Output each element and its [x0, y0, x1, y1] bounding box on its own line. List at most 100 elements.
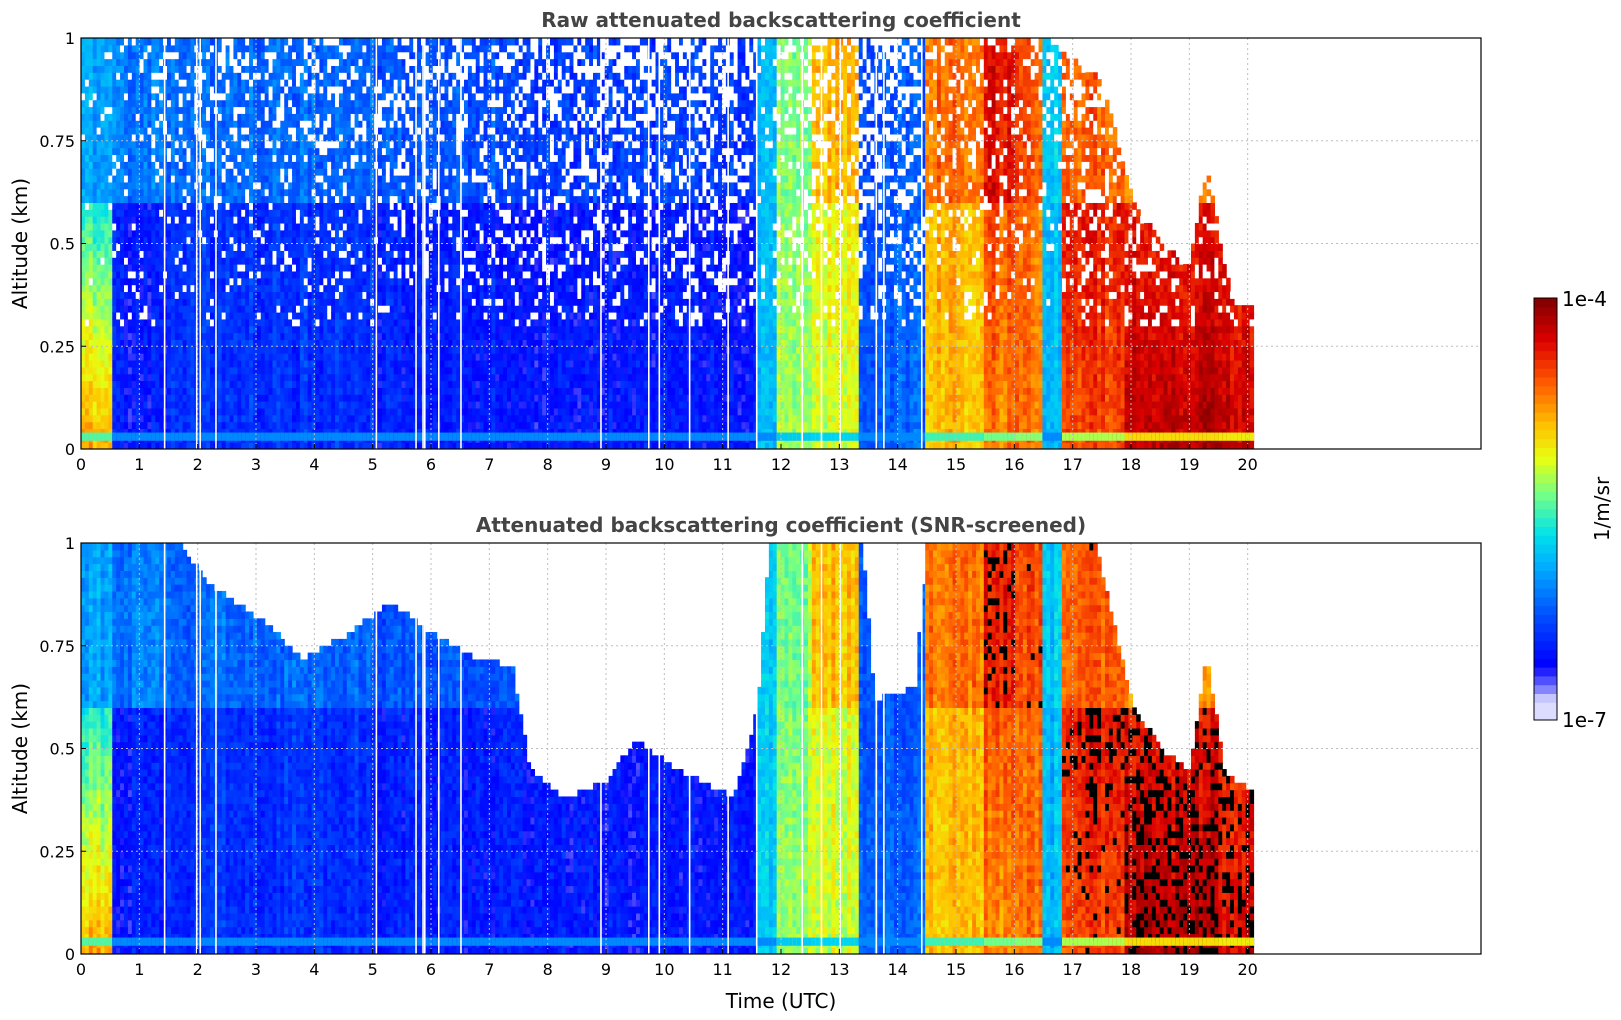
heatmap-cell	[229, 85, 235, 94]
heatmap-cell	[292, 373, 297, 382]
heatmap-cell	[272, 168, 278, 176]
heatmap-cell	[237, 72, 242, 80]
heatmap-cell	[166, 373, 172, 382]
heatmap-cell	[100, 161, 106, 169]
heatmap-cell	[135, 407, 141, 416]
heatmap-cell	[225, 38, 231, 46]
heatmap-cell	[366, 264, 371, 272]
heatmap-cell	[135, 284, 141, 293]
heatmap-cell	[174, 428, 180, 436]
heatmap-cell	[381, 38, 387, 46]
heatmap-cell	[155, 250, 160, 258]
heatmap-cell	[354, 72, 360, 80]
heatmap-cell	[166, 277, 172, 286]
heatmap-cell	[237, 99, 242, 108]
heatmap-cell	[81, 387, 86, 395]
heatmap-cell	[155, 188, 160, 197]
heatmap-cell	[354, 175, 360, 183]
heatmap-cell	[217, 236, 223, 245]
heatmap-cell	[131, 113, 137, 121]
heatmap-cell	[256, 394, 262, 402]
heatmap-cell	[307, 188, 313, 197]
heatmap-cell	[92, 202, 98, 210]
heatmap-cell	[370, 147, 375, 156]
heatmap-cell	[288, 106, 293, 114]
heatmap-cell	[108, 140, 113, 149]
heatmap-cell	[104, 318, 109, 327]
heatmap-cell	[81, 113, 86, 121]
heatmap-cell	[147, 257, 152, 265]
heatmap-cell	[362, 407, 367, 416]
heatmap-cell	[245, 250, 250, 258]
heatmap-cell	[295, 366, 301, 375]
heatmap-cell	[319, 120, 324, 128]
heatmap-cell	[338, 264, 344, 272]
heatmap-cell	[350, 264, 356, 272]
heatmap-cell	[288, 442, 293, 449]
heatmap-cell	[217, 394, 223, 402]
heatmap-cell	[159, 85, 164, 94]
heatmap-cell	[159, 133, 164, 142]
heatmap-cell	[288, 332, 293, 340]
heatmap-cell	[209, 175, 215, 183]
heatmap-cell	[143, 216, 149, 224]
heatmap-cell	[264, 353, 270, 361]
heatmap-cell	[303, 58, 309, 66]
heatmap-cell	[127, 332, 133, 340]
heatmap-cell	[120, 58, 125, 66]
heatmap-cell	[131, 140, 137, 149]
heatmap-cell	[155, 243, 160, 251]
heatmap-cell	[233, 421, 238, 430]
heatmap-cell	[292, 428, 297, 436]
heatmap-cell	[323, 99, 328, 108]
heatmap-cell	[241, 99, 246, 108]
heatmap-cell	[202, 359, 207, 368]
heatmap-cell	[397, 236, 403, 245]
heatmap-cell	[147, 58, 152, 66]
heatmap-cell	[159, 229, 164, 238]
heatmap-cell	[319, 428, 324, 436]
heatmap-cell	[393, 346, 399, 354]
heatmap-cell	[389, 353, 395, 361]
heatmap-cell	[182, 380, 188, 388]
heatmap-cell	[378, 195, 383, 203]
heatmap-cell	[331, 147, 336, 156]
heatmap-cell	[88, 291, 94, 299]
heatmap-cell	[307, 325, 313, 334]
heatmap-cell	[272, 154, 278, 162]
heatmap-cell	[108, 353, 113, 361]
heatmap-cell	[272, 99, 278, 108]
surface-layer-cell	[381, 432, 387, 441]
heatmap-cell	[112, 38, 117, 46]
heatmap-cell	[307, 79, 313, 87]
heatmap-cell	[123, 188, 129, 197]
heatmap-cell	[288, 380, 293, 388]
heatmap-cell	[276, 236, 281, 245]
heatmap-cell	[366, 161, 371, 169]
heatmap-cell	[178, 401, 184, 409]
heatmap-cell	[256, 325, 262, 334]
heatmap-cell	[295, 51, 301, 60]
heatmap-cell	[288, 373, 293, 382]
heatmap-cell	[323, 291, 328, 299]
heatmap-cell	[288, 264, 293, 272]
heatmap-cell	[378, 332, 383, 340]
heatmap-cell	[225, 229, 231, 238]
heatmap-cell	[127, 106, 133, 114]
heatmap-cell	[272, 72, 278, 80]
heatmap-cell	[127, 298, 133, 306]
heatmap-cell	[123, 387, 129, 395]
heatmap-cell	[299, 161, 305, 169]
heatmap-cell	[245, 222, 250, 231]
surface-layer-cell	[131, 432, 137, 441]
heatmap-cell	[338, 414, 344, 423]
heatmap-cell	[159, 168, 164, 176]
heatmap-cell	[295, 318, 301, 327]
heatmap-cell	[88, 353, 94, 361]
heatmap-cell	[393, 106, 399, 114]
heatmap-cell	[135, 305, 141, 313]
heatmap-cell	[354, 222, 360, 231]
heatmap-cell	[280, 387, 285, 395]
heatmap-cell	[323, 243, 328, 251]
heatmap-cell	[112, 161, 117, 169]
